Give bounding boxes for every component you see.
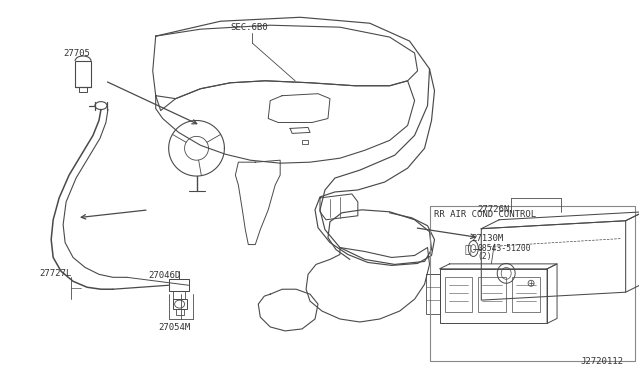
Bar: [426, 274, 440, 314]
Bar: [79, 87, 87, 92]
Text: J2720112: J2720112: [581, 357, 624, 366]
Bar: [175, 309, 184, 315]
Bar: [478, 277, 506, 311]
Bar: [173, 299, 187, 309]
Bar: [169, 279, 189, 291]
Bar: [75, 61, 91, 87]
Text: 27727L: 27727L: [39, 269, 72, 278]
Text: 27054M: 27054M: [159, 323, 191, 332]
Text: (2): (2): [477, 251, 492, 260]
Text: SEC.6B0: SEC.6B0: [230, 23, 268, 32]
Bar: [302, 140, 308, 144]
Bar: [512, 277, 540, 311]
Text: 27726N: 27726N: [477, 205, 509, 214]
Text: 27046D: 27046D: [148, 271, 181, 280]
Text: RR AIR COND CONTROL: RR AIR COND CONTROL: [433, 210, 536, 219]
Text: 27705: 27705: [63, 49, 90, 58]
Text: 08543-51200: 08543-51200: [477, 244, 531, 253]
Bar: [445, 277, 472, 311]
Bar: [173, 291, 184, 299]
Text: 27130M: 27130M: [472, 234, 504, 243]
Text: Ⓢ: Ⓢ: [464, 244, 470, 254]
